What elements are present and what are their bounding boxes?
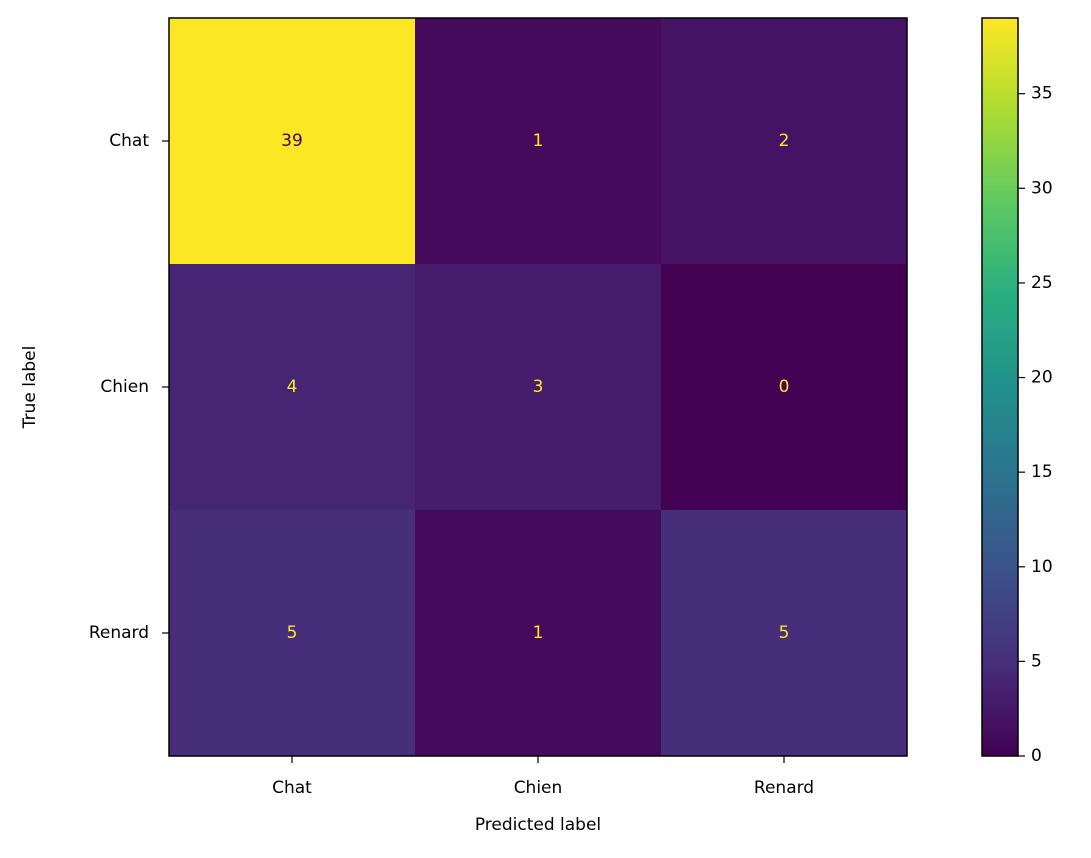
heatmap-cell	[415, 264, 662, 511]
x-tick-label: Renard	[754, 778, 814, 798]
cell-value-label: 39	[281, 131, 303, 151]
colorbar-tick-label: 35	[1031, 84, 1053, 104]
cell-value-label: 0	[779, 377, 790, 397]
x-tick-label: Chien	[514, 778, 563, 798]
x-axis-label: Predicted label	[475, 815, 601, 835]
colorbar-tick-label: 30	[1031, 178, 1053, 198]
colorbar	[981, 17, 1019, 757]
x-tick-label: Chat	[272, 778, 312, 798]
colorbar-tick-label: 20	[1031, 368, 1053, 388]
cell-value-label: 3	[533, 377, 544, 397]
y-tick-label: Chat	[109, 131, 149, 151]
cell-value-label: 1	[533, 131, 544, 151]
heatmap-cell	[169, 18, 416, 265]
cell-value-label: 2	[779, 131, 790, 151]
colorbar-tick-label: 25	[1031, 273, 1053, 293]
cell-value-label: 5	[287, 623, 298, 643]
y-tick-label: Chien	[100, 377, 149, 397]
colorbar-tick-label: 10	[1031, 557, 1053, 577]
cell-value-label: 1	[533, 623, 544, 643]
heatmap-cell	[415, 18, 662, 265]
heatmap-cell	[661, 510, 908, 757]
heatmap-cell	[661, 264, 908, 511]
y-tick-label: Renard	[89, 623, 149, 643]
colorbar-tick-label: 0	[1031, 746, 1042, 766]
cell-value-label: 4	[287, 377, 298, 397]
colorbar-tick-label: 5	[1031, 651, 1042, 671]
heatmap-cell	[169, 510, 416, 757]
heatmap-cell	[661, 18, 908, 265]
cell-value-label: 5	[779, 623, 790, 643]
heatmap-cell	[169, 264, 416, 511]
colorbar-tick-label: 15	[1031, 462, 1053, 482]
y-axis-label: True label	[20, 346, 40, 430]
heatmap-cell	[415, 510, 662, 757]
